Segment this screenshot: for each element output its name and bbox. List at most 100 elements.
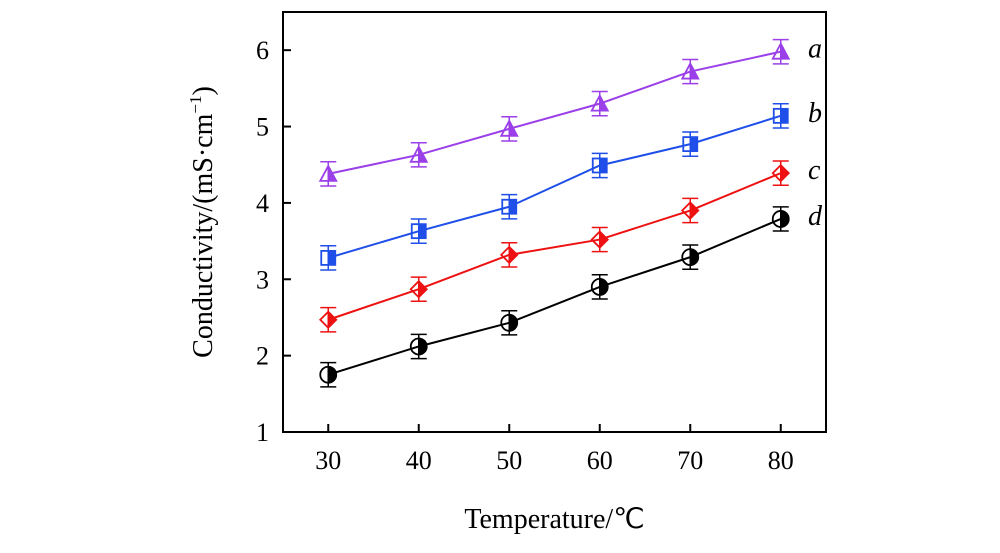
series-line — [327, 218, 782, 376]
marker-outline — [681, 248, 700, 267]
x-tick-label: 30 — [315, 446, 341, 475]
x-axis-title: Temperature/℃ — [464, 504, 644, 535]
square-marker — [682, 136, 699, 153]
data-point — [771, 210, 790, 228]
y-tick-label: 1 — [256, 418, 269, 447]
marker-fill — [599, 158, 607, 173]
data-point — [590, 278, 609, 296]
data-point — [591, 157, 608, 174]
triangle-marker — [771, 41, 791, 60]
marker-outline — [771, 41, 791, 60]
data-point — [410, 223, 427, 240]
diamond-marker — [499, 245, 519, 265]
series-label-c: c — [808, 155, 821, 186]
square-marker — [320, 249, 337, 266]
triangle-marker — [409, 144, 429, 163]
data-point — [682, 136, 699, 153]
marker-fill — [690, 202, 699, 219]
data-point — [409, 279, 429, 299]
data-point — [409, 337, 428, 356]
marker-fill — [509, 199, 517, 214]
series-label-b: b — [808, 98, 822, 129]
marker-outline — [590, 93, 610, 112]
data-point — [771, 41, 791, 60]
triangle-marker — [318, 163, 338, 182]
y-axis-title-superscript: −1 — [186, 96, 205, 114]
data-point — [318, 310, 338, 330]
data-point — [590, 93, 610, 112]
marker-outline — [499, 118, 519, 137]
x-tick-label: 50 — [496, 446, 522, 475]
circle-marker — [500, 313, 519, 332]
marker-outline — [318, 163, 338, 182]
marker-outline — [590, 278, 609, 296]
y-tick-label: 6 — [256, 36, 269, 65]
series-label-a: a — [808, 34, 822, 65]
marker-fill — [599, 231, 608, 248]
marker-outline — [319, 365, 338, 384]
square-marker — [410, 223, 427, 240]
plot-frame — [282, 11, 827, 433]
marker-fill — [780, 108, 788, 123]
marker-outline — [500, 313, 519, 332]
marker-outline — [680, 61, 700, 80]
y-tick-label: 2 — [256, 342, 269, 371]
data-point — [772, 107, 789, 124]
marker-fill — [509, 246, 518, 263]
diamond-marker — [318, 310, 338, 330]
marker-outline — [409, 144, 429, 163]
marker-outline — [409, 279, 429, 299]
marker-outline — [409, 337, 428, 356]
data-point — [680, 201, 700, 220]
marker-fill — [690, 137, 698, 152]
y-axis-title-close: ) — [188, 86, 219, 95]
diamond-marker — [409, 279, 429, 299]
circle-marker — [409, 337, 428, 356]
marker-outline — [590, 230, 610, 249]
marker-outline — [318, 310, 338, 330]
marker-fill — [328, 311, 337, 328]
series-label-d: d — [808, 201, 823, 232]
x-tick-label: 80 — [768, 446, 794, 475]
marker-outline — [320, 249, 337, 266]
circle-marker — [590, 278, 609, 296]
data-point — [501, 198, 518, 215]
series-b: b — [320, 98, 822, 271]
y-tick-label: 5 — [256, 113, 269, 142]
marker-outline — [682, 136, 699, 153]
data-point — [500, 313, 519, 332]
square-marker — [591, 157, 608, 174]
square-marker — [501, 198, 518, 215]
data-point — [681, 248, 700, 267]
y-tick-label: 3 — [256, 265, 269, 294]
series-line — [327, 114, 782, 259]
data-point — [680, 61, 700, 80]
marker-outline — [501, 198, 518, 215]
data-point — [409, 144, 429, 163]
series-a: a — [318, 34, 822, 187]
triangle-marker — [680, 61, 700, 80]
marker-outline — [410, 223, 427, 240]
series-line — [327, 172, 782, 321]
data-point — [771, 163, 791, 183]
diamond-marker — [771, 163, 791, 183]
square-marker — [772, 107, 789, 124]
triangle-marker — [499, 118, 519, 137]
circle-marker — [771, 210, 790, 228]
data-point — [590, 230, 610, 249]
series-c: c — [318, 155, 821, 333]
y-axis-title: Conductivity/(mS·cm−1) — [186, 86, 219, 358]
triangle-marker — [590, 93, 610, 112]
data-point — [499, 245, 519, 265]
data-point — [320, 249, 337, 266]
marker-fill — [418, 281, 427, 298]
data-point — [319, 365, 338, 384]
marker-outline — [772, 107, 789, 124]
series-line — [328, 50, 781, 175]
y-axis-title-main: Conductivity/(mS·cm — [188, 113, 219, 357]
y-tick-label: 4 — [256, 189, 269, 218]
marker-fill — [328, 250, 336, 265]
x-tick-label: 40 — [406, 446, 432, 475]
x-tick-label: 60 — [587, 446, 613, 475]
